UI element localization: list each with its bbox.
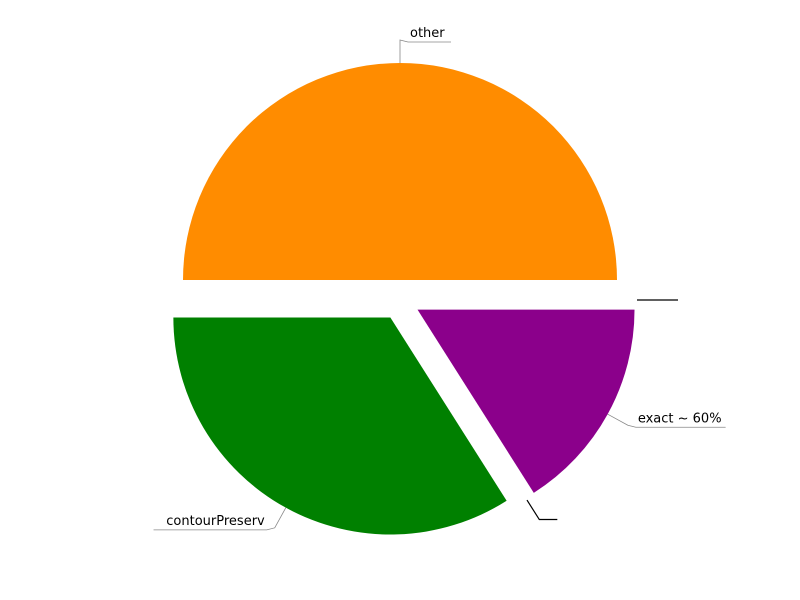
slice-label-exact-60: exact ~ 60% xyxy=(638,411,722,426)
leader-line-unlabeled-2 xyxy=(526,499,558,521)
pie-slice-contourpreserv xyxy=(173,317,507,535)
leader-line-other xyxy=(399,39,451,63)
leader-line-exact-60 xyxy=(607,413,726,428)
pie-slice-other xyxy=(183,63,617,280)
slice-label-contourpreserv: contourPreserv xyxy=(166,514,265,529)
slice-label-other: other xyxy=(410,26,445,41)
leader-line-contourpreserv xyxy=(153,507,287,531)
pie-slice-exact-60 xyxy=(417,309,635,493)
